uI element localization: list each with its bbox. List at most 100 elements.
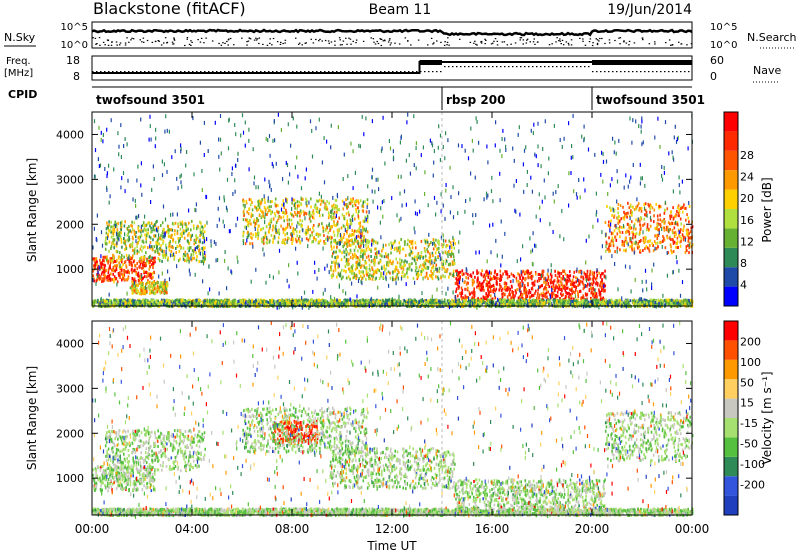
echo-cell: [323, 227, 325, 230]
echo-cell: [643, 203, 645, 206]
nave-point: [340, 71, 342, 72]
nsearch-point: [669, 39, 671, 40]
echo-cell: [372, 242, 374, 245]
echo-cell: [262, 210, 264, 213]
cpid-label: CPID: [8, 88, 37, 101]
echo-cell: [129, 244, 131, 247]
echo-cell: [355, 261, 357, 264]
nave-point: [300, 71, 302, 72]
echo-cell: [544, 293, 546, 296]
echo-cell: [683, 236, 685, 239]
echo-cell: [272, 238, 274, 241]
nave-point: [688, 71, 690, 72]
echo-cell: [99, 259, 101, 262]
echo-cell: [619, 231, 621, 234]
nsearch-point: [224, 43, 226, 44]
echo-cell: [357, 206, 359, 209]
echo-cell: [651, 242, 653, 245]
echo-cell: [640, 227, 642, 230]
echo-cell: [689, 205, 691, 208]
echo-cell: [448, 263, 450, 266]
nsearch-point: [394, 43, 396, 44]
echo-cell: [525, 288, 527, 291]
echo-cell: [252, 233, 254, 236]
nsearch-point: [589, 41, 591, 42]
nsearch-point: [99, 45, 101, 46]
echo-cell: [108, 230, 110, 233]
echo-cell: [102, 259, 104, 262]
echo-cell: [510, 280, 512, 283]
echo-cell: [552, 281, 554, 284]
echo-cell: [120, 231, 122, 234]
nave-point: [344, 71, 346, 72]
echo-cell: [628, 226, 630, 229]
echo-cell: [478, 284, 480, 287]
echo-cell: [285, 227, 287, 230]
echo-cell: [415, 246, 417, 249]
echo-cell: [197, 225, 199, 228]
echo-cell: [271, 200, 273, 203]
echo-cell: [403, 275, 405, 278]
nsearch-point: [686, 44, 688, 45]
echo-cell: [455, 282, 457, 285]
echo-cell: [398, 246, 400, 249]
echo-cell: [575, 280, 577, 283]
echo-cell: [160, 244, 162, 247]
echo-cell: [525, 291, 527, 294]
nave-point: [220, 71, 222, 72]
echo-cell: [358, 245, 360, 248]
echo-cell: [507, 276, 509, 279]
echo-cell: [256, 220, 258, 223]
echo-cell: [540, 285, 542, 288]
echo-cell: [356, 210, 358, 213]
nave-point: [612, 71, 614, 72]
echo-cell: [411, 262, 413, 265]
nave-point: [212, 71, 214, 72]
echo-cell: [157, 242, 159, 245]
nsearch-point: [318, 40, 320, 41]
echo-cell: [362, 226, 364, 229]
echo-cell: [502, 273, 504, 276]
echo-cell: [688, 251, 690, 254]
echo-cell: [355, 277, 357, 280]
echo-cell: [612, 232, 614, 235]
nave-point: [184, 71, 186, 72]
nsearch-point: [103, 42, 105, 43]
echo-cell: [592, 271, 594, 274]
nsearch-point: [155, 41, 157, 42]
nave-point: [360, 71, 362, 72]
nave-point: [596, 71, 598, 72]
echo-cell: [113, 266, 115, 269]
echo-cell: [258, 232, 260, 235]
nsearch-point: [571, 44, 573, 45]
nave-point: [484, 66, 486, 67]
echo-cell: [282, 199, 284, 202]
echo-cell: [123, 256, 125, 259]
echo-cell: [151, 256, 153, 259]
echo-cell: [645, 202, 647, 205]
nave-point: [368, 71, 370, 72]
echo-cell: [246, 211, 248, 214]
echo-cell: [412, 240, 414, 243]
echo-cell: [534, 283, 536, 286]
nsearch-point: [348, 38, 350, 39]
echo-cell: [390, 247, 392, 250]
nave-point: [252, 71, 254, 72]
echo-cell: [337, 205, 339, 208]
echo-cell: [110, 272, 112, 275]
echo-cell: [243, 214, 245, 217]
echo-cell: [335, 251, 337, 254]
nsky-label: N.Sky: [4, 31, 36, 44]
echo-cell: [390, 252, 392, 255]
echo-cell: [299, 201, 301, 204]
echo-cell: [631, 211, 633, 214]
echo-cell: [354, 255, 356, 258]
echo-cell: [667, 207, 669, 210]
echo-cell: [310, 197, 312, 200]
echo-cell: [124, 225, 126, 228]
echo-cell: [649, 211, 651, 214]
echo-cell: [249, 242, 251, 245]
echo-cell: [541, 284, 543, 287]
nsearch-point: [399, 43, 401, 44]
nsearch-point: [470, 42, 472, 43]
